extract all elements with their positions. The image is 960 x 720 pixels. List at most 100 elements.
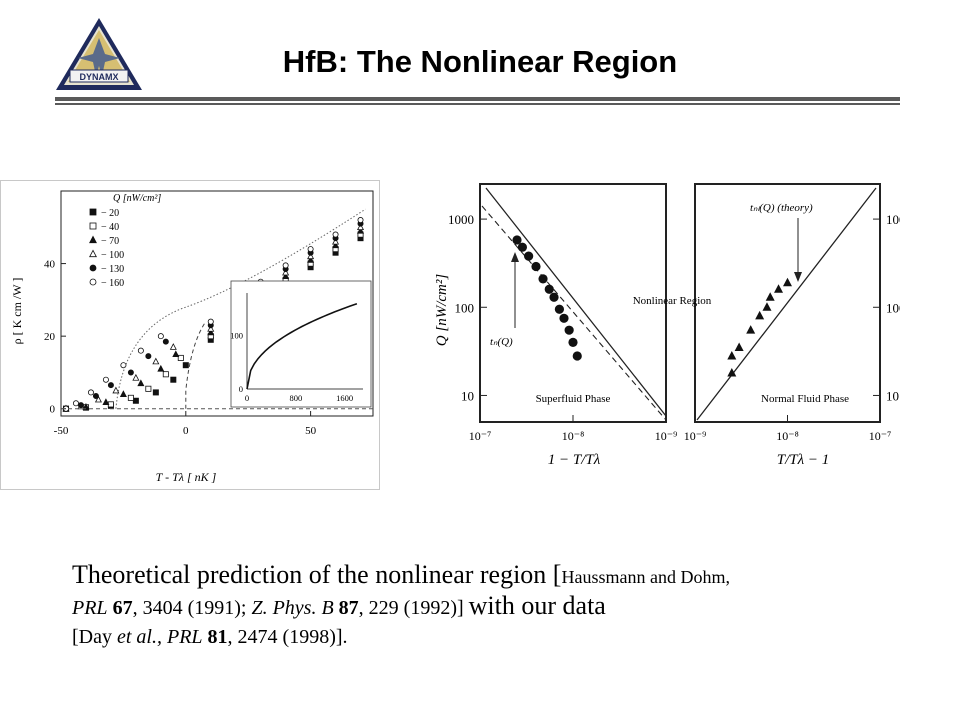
left-data-point	[127, 369, 134, 376]
tnl-arrow-head	[794, 272, 802, 282]
left-y-tick-label: 20	[44, 331, 56, 343]
theory-line-superfluid	[485, 187, 667, 417]
right-y-tick-label-right: 100	[886, 300, 900, 315]
left-dashed-theory-curve	[185, 321, 207, 409]
left-legend: Q [nW/cm²] − 20 − 40 − 70 − 100 − 130 − 160	[89, 193, 161, 289]
normal-fluid-data-point	[765, 292, 775, 301]
left-data-point	[307, 246, 314, 253]
caption-ref-authors: Haussmann and Dohm,	[561, 567, 730, 587]
right-axes: 10 10 100 100 1000 1000 10⁻⁷ 10⁻⁸ 10⁻⁹ 10⁻⁹ 10⁻⁸ 10…	[448, 183, 912, 443]
caption-pages-1: , 3404 (1991);	[132, 597, 252, 619]
left-data-point	[92, 393, 99, 400]
left-legend-title: Q [nW/cm²]	[113, 193, 161, 204]
left-legend-marker	[89, 222, 97, 230]
caption-day-prefix: [Day	[72, 626, 117, 648]
left-legend-label: − 160	[101, 278, 124, 289]
left-legend-marker	[89, 278, 97, 286]
superfluid-data-point	[554, 304, 565, 314]
left-inset-x-tick-label: 1600	[336, 393, 353, 403]
right-lines	[481, 187, 877, 421]
left-inset-x-tick-label: 0	[245, 393, 249, 403]
normal-fluid-phase-label: Normal Fluid Phase	[761, 393, 849, 405]
caption-with-data: with our data	[468, 591, 606, 620]
left-y-tick-label: 40	[44, 259, 56, 271]
left-data-point	[132, 373, 140, 381]
title-rule-thick	[55, 97, 900, 101]
left-data-point	[282, 262, 289, 269]
right-y-tick-label-left: 1000	[448, 212, 474, 227]
right-right-x-tick-label: 10⁻⁸	[776, 429, 799, 443]
normal-fluid-data-point	[783, 277, 792, 287]
superfluid-data-point	[517, 242, 528, 252]
left-data-point	[82, 402, 90, 410]
superfluid-data-point	[568, 337, 578, 347]
slide-caption: Theoretical prediction of the nonlinear …	[72, 560, 902, 652]
left-data-point	[102, 376, 109, 383]
right-y-tick-label-left: 100	[455, 300, 475, 315]
left-data-point	[170, 376, 177, 383]
right-left-x-tick-label: 10⁻⁸	[562, 429, 585, 443]
caption-pages-2: , 229 (1992)]	[358, 597, 469, 619]
caption-journal-1: PRL	[72, 597, 108, 619]
dynamx-logo: DYNAMX	[54, 16, 144, 92]
caption-volume-3: 81	[207, 626, 228, 648]
left-data-point	[207, 324, 215, 332]
left-y-tick-label: 0	[50, 404, 56, 416]
left-plot-frame	[60, 190, 374, 417]
left-legend-marker	[89, 235, 97, 244]
tnl-theory-label: tₙₗ(Q) (theory)	[750, 202, 813, 214]
left-chart: Q [nW/cm²] − 20 − 40 − 70 − 100 − 130 − 160 -…	[10, 190, 374, 484]
left-legend-marker	[89, 208, 97, 216]
right-right-x-tick-label: 10⁻⁹	[684, 429, 707, 443]
left-data-point	[132, 397, 139, 404]
left-legend-label: − 20	[101, 208, 119, 219]
right-right-x-tick-label: 10⁻⁷	[869, 429, 892, 443]
left-data-point	[356, 223, 365, 231]
normal-fluid-data-point	[774, 284, 784, 293]
superfluid-data-point	[564, 325, 574, 335]
left-data-point	[177, 354, 184, 361]
right-points	[512, 235, 792, 377]
left-data-point	[182, 362, 189, 369]
caption-pages-3: , 2474 (1998)].	[227, 626, 348, 648]
left-data-point	[332, 241, 340, 249]
left-data-point	[157, 364, 165, 372]
left-inset-frame	[230, 280, 372, 408]
normal-fluid-data-point	[734, 342, 744, 351]
left-data-point	[137, 379, 145, 387]
left-data-point	[307, 255, 315, 263]
left-data-point	[102, 398, 110, 405]
superfluid-data-point	[512, 235, 522, 245]
left-data-point	[77, 402, 84, 409]
left-legend-label: − 130	[101, 264, 124, 275]
left-data-point	[127, 394, 134, 401]
title-rule-thin	[55, 103, 900, 105]
normal-fluid-data-point	[762, 302, 772, 311]
left-legend-label: − 100	[101, 250, 124, 261]
left-data-point	[282, 268, 290, 276]
left-legend-label: − 70	[101, 236, 119, 247]
left-data-point	[332, 231, 339, 238]
superfluid-data-point	[544, 284, 554, 294]
left-x-tick-label: 50	[305, 425, 317, 437]
left-data-point	[282, 272, 290, 280]
superfluid-data-point	[572, 351, 582, 361]
superfluid-data-point	[524, 251, 534, 261]
right-y-tick-label-left: 10	[461, 388, 474, 403]
caption-volume-2: 87	[338, 597, 359, 619]
left-inset-y-tick-label: 0	[239, 384, 243, 394]
left-x-tick-label: -50	[54, 425, 69, 437]
superfluid-data-point	[549, 292, 559, 302]
left-legend-label: − 40	[101, 222, 119, 233]
left-inset: 0 800 1600 0 100	[230, 280, 372, 408]
left-data-point	[162, 371, 169, 378]
caption-volume-1: 67	[112, 597, 133, 619]
left-plot-panel: Q [nW/cm²] − 20 − 40 − 70 − 100 − 130 − 160 -…	[0, 180, 380, 490]
right-x-axis-label-right: T/Tλ − 1	[777, 452, 829, 468]
left-data-point	[152, 389, 159, 396]
caption-main: Theoretical prediction of the nonlinear …	[72, 560, 562, 589]
tc-curve-label: tₙ(Q)	[490, 336, 513, 348]
superfluid-data-point	[538, 274, 548, 284]
superfluid-phase-label: Superfluid Phase	[536, 393, 611, 405]
left-data-point	[137, 347, 144, 354]
